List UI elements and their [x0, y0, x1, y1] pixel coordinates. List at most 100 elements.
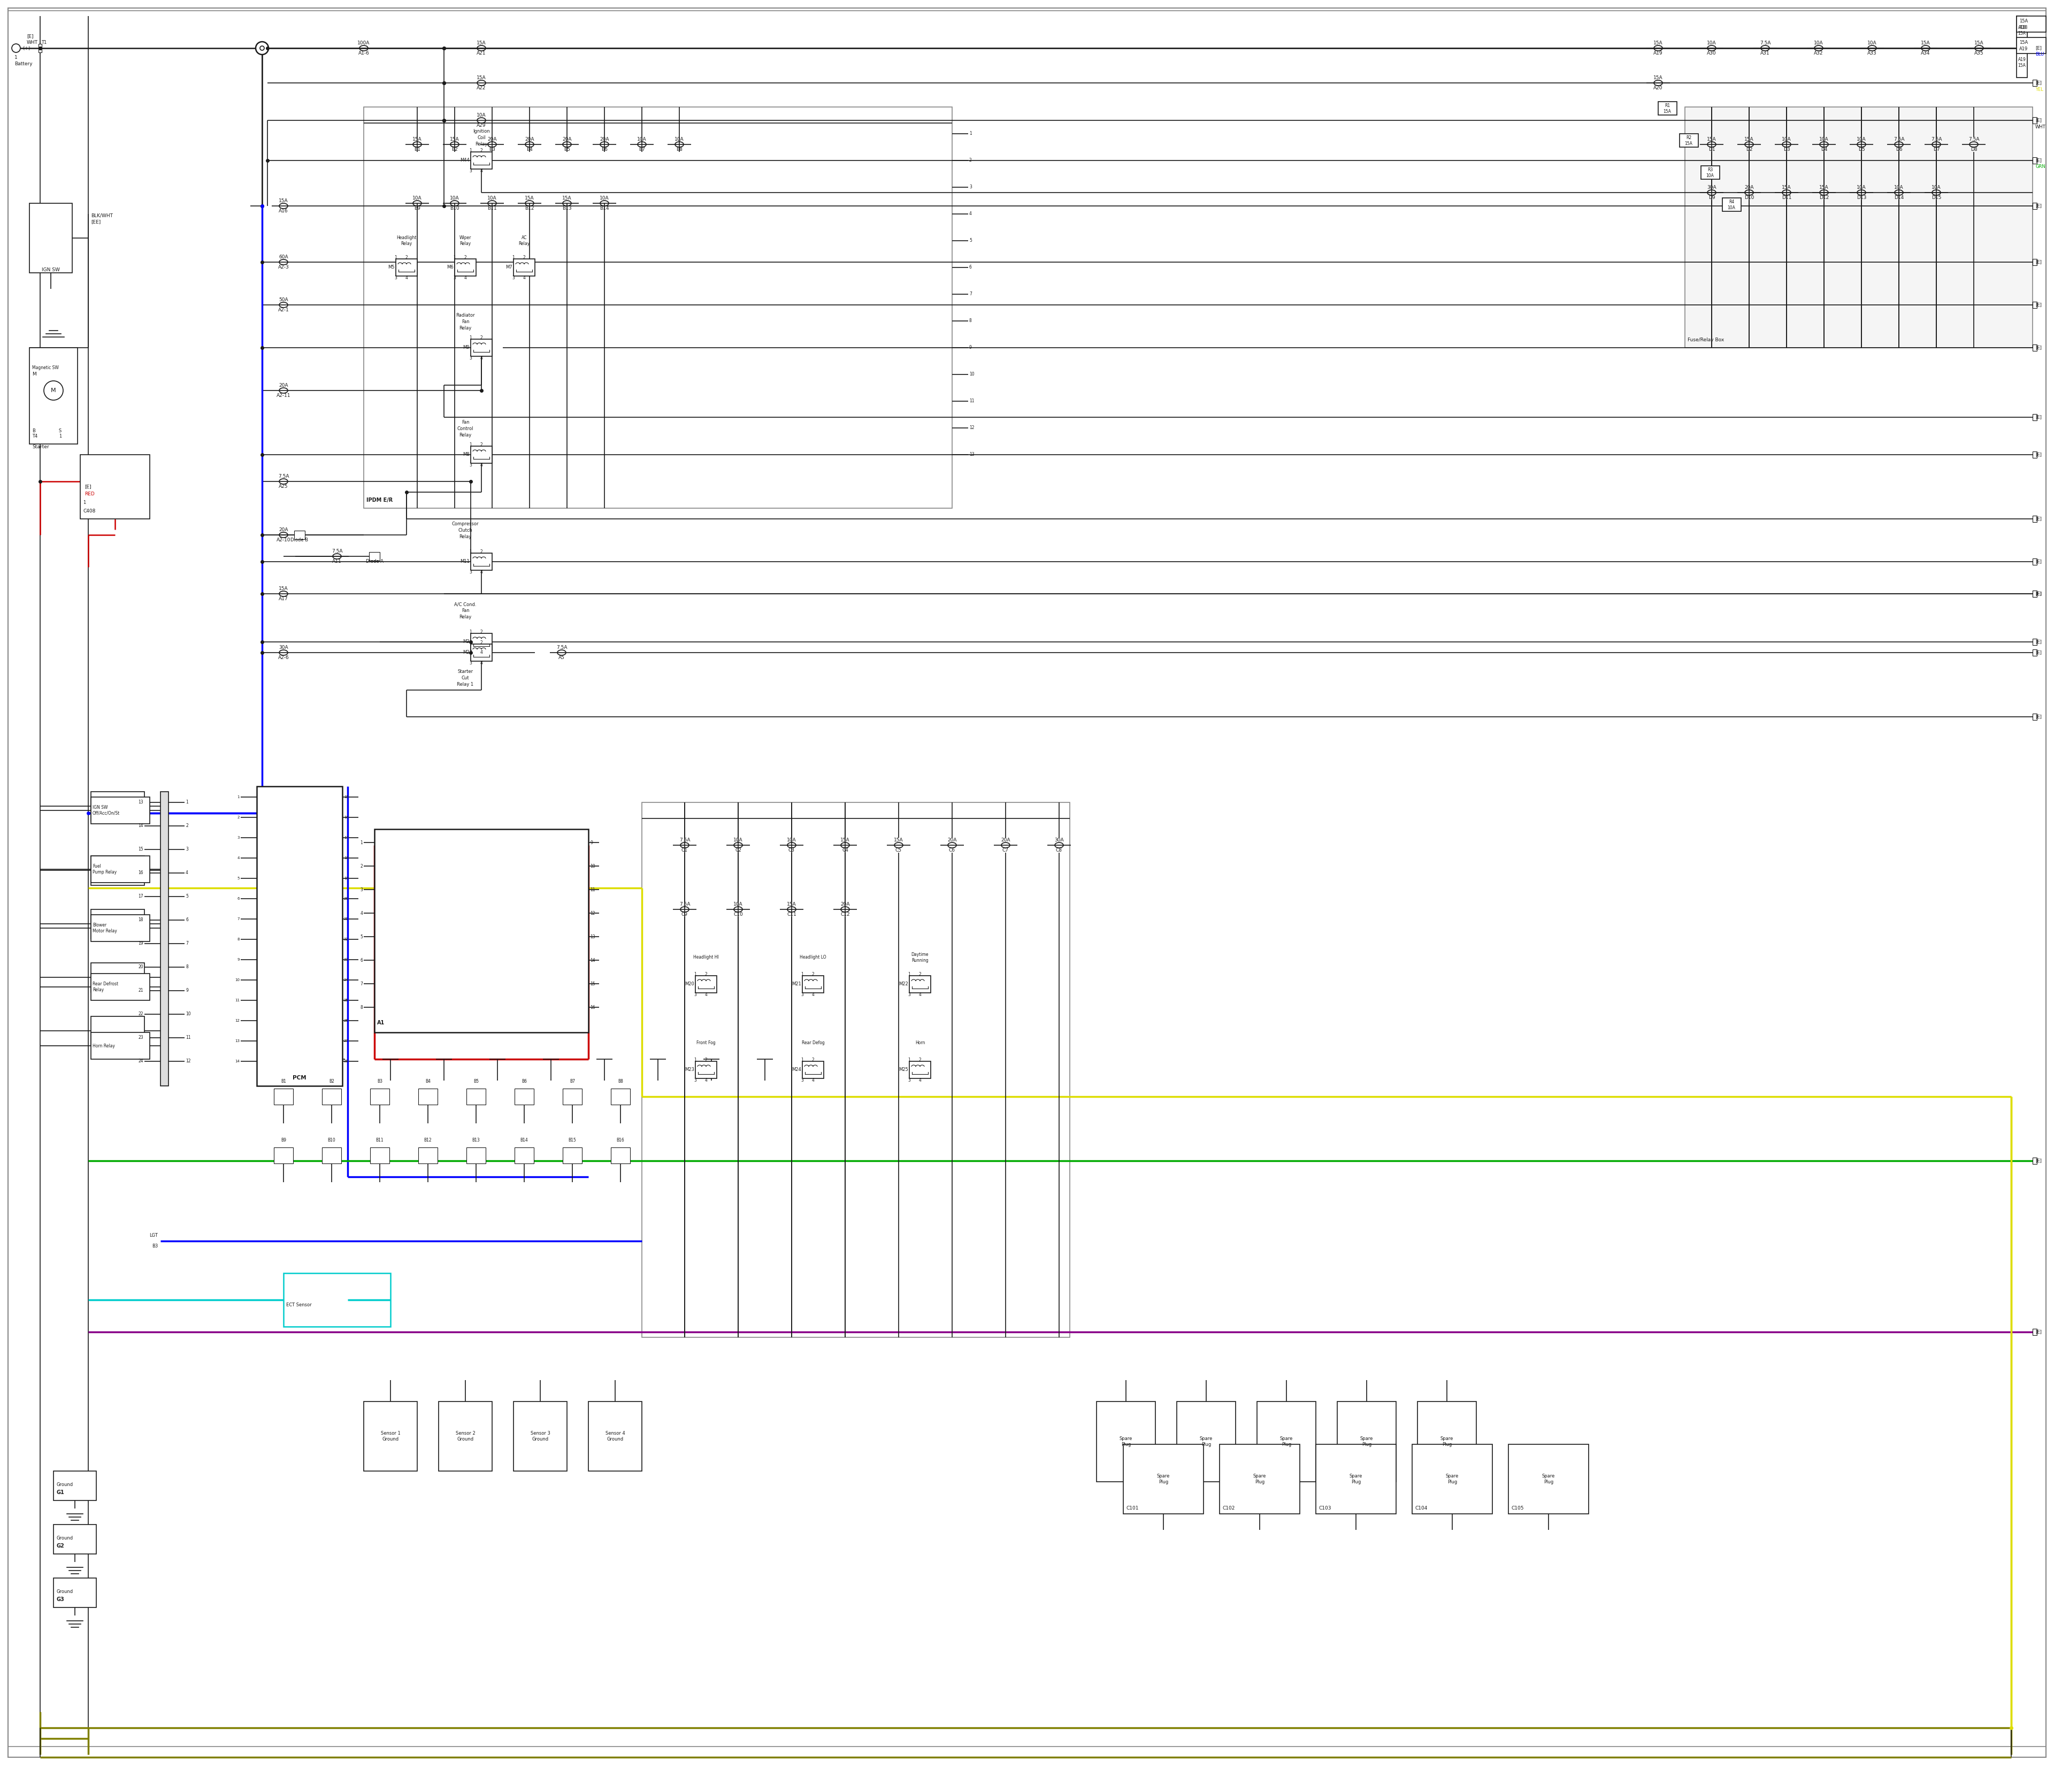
Bar	[2033, 649, 2038, 656]
Text: B1: B1	[281, 1079, 286, 1084]
Text: C3: C3	[789, 848, 795, 853]
Text: 1: 1	[394, 254, 396, 260]
Text: 11: 11	[234, 998, 240, 1002]
Text: 2: 2	[811, 971, 813, 977]
Bar	[516, 1088, 534, 1104]
Text: Sensor 4
Ground: Sensor 4 Ground	[606, 1432, 624, 1441]
Text: IGN SW: IGN SW	[41, 267, 60, 272]
Bar	[1097, 1401, 1154, 1482]
Text: 4: 4	[481, 661, 483, 665]
Text: B11: B11	[487, 206, 497, 211]
Text: 7.5A: 7.5A	[680, 901, 690, 907]
Text: M8: M8	[462, 452, 470, 457]
Text: R2
15A: R2 15A	[1684, 136, 1692, 145]
Text: 15A: 15A	[1744, 136, 1754, 142]
Text: 2: 2	[481, 640, 483, 645]
Text: 20A: 20A	[1744, 185, 1754, 190]
Bar	[160, 792, 168, 1086]
Text: 1: 1	[694, 1057, 696, 1063]
Text: Spare
Plug: Spare Plug	[1156, 1473, 1171, 1484]
Text: 20: 20	[343, 898, 349, 900]
Text: 2: 2	[185, 824, 189, 828]
Text: 2: 2	[524, 254, 526, 260]
Text: A2-6: A2-6	[277, 656, 290, 659]
Text: C102: C102	[1222, 1505, 1234, 1511]
Text: Sensor 2
Ground: Sensor 2 Ground	[456, 1432, 474, 1441]
Text: M3: M3	[462, 640, 470, 645]
Text: 4: 4	[405, 276, 409, 280]
Text: [E]: [E]	[2036, 452, 2042, 457]
Text: M21: M21	[791, 982, 801, 987]
Text: 22: 22	[138, 1012, 144, 1016]
Text: Spare
Plug: Spare Plug	[1200, 1437, 1212, 1446]
Text: 10: 10	[185, 1012, 191, 1016]
Text: Relay: Relay	[460, 615, 472, 620]
Bar	[2033, 452, 2038, 459]
Text: Relay: Relay	[474, 142, 487, 147]
Text: 3: 3	[969, 185, 972, 190]
Text: C11: C11	[787, 912, 797, 918]
Text: 7: 7	[185, 941, 189, 946]
Text: Diode B: Diode B	[292, 538, 308, 543]
Text: A11: A11	[333, 559, 341, 564]
Text: 10A: 10A	[413, 195, 421, 201]
Text: 1: 1	[470, 548, 472, 554]
Text: Spare
Plug: Spare Plug	[1253, 1473, 1265, 1484]
Text: M20: M20	[684, 982, 694, 987]
Text: 2: 2	[918, 1057, 922, 1063]
Text: Daytime
Running: Daytime Running	[912, 952, 928, 962]
Text: Horn: Horn	[916, 1041, 924, 1045]
Text: [E]: [E]	[2036, 1330, 2042, 1335]
Text: Spare
Plug: Spare Plug	[1440, 1437, 1454, 1446]
Text: 13: 13	[138, 799, 144, 805]
Text: Ground: Ground	[55, 1590, 72, 1595]
Text: D6: D6	[1896, 147, 1902, 152]
Bar	[2017, 16, 2046, 32]
Text: B4: B4	[526, 147, 532, 152]
Text: 2: 2	[969, 158, 972, 163]
Text: 8: 8	[359, 1005, 364, 1009]
Text: [E]: [E]	[2036, 516, 2042, 521]
Text: 7: 7	[359, 982, 364, 986]
Bar	[440, 1401, 493, 1471]
Text: 3: 3	[359, 887, 364, 892]
Text: Headlight LO: Headlight LO	[799, 955, 826, 961]
Text: A19: A19	[2019, 47, 2027, 52]
Text: Rear Defrost
Relay: Rear Defrost Relay	[92, 982, 119, 993]
Text: [E]: [E]	[2036, 118, 2042, 124]
Text: PCM: PCM	[292, 1075, 306, 1081]
Text: 20A: 20A	[279, 527, 288, 532]
Text: 8: 8	[236, 937, 240, 941]
Bar	[470, 554, 493, 570]
Text: [E]: [E]	[2036, 47, 2042, 50]
Text: [E]: [E]	[2036, 1158, 2042, 1163]
Text: Fuse/Relay Box: Fuse/Relay Box	[1688, 337, 1723, 342]
Bar	[80, 455, 150, 520]
Text: 10A: 10A	[1820, 136, 1828, 142]
Text: 13: 13	[969, 452, 974, 457]
Text: A32: A32	[1814, 50, 1824, 56]
Text: A19: A19	[1653, 50, 1664, 56]
Text: 3: 3	[470, 661, 472, 665]
Text: 1: 1	[14, 56, 18, 61]
Text: C103: C103	[1319, 1505, 1331, 1511]
Bar	[1124, 1444, 1204, 1514]
Text: 3: 3	[470, 650, 472, 654]
Text: 10A: 10A	[733, 901, 744, 907]
Bar	[53, 1579, 97, 1607]
Text: IGN SW
Off/Acc/On/St: IGN SW Off/Acc/On/St	[92, 805, 119, 815]
Text: 1: 1	[185, 799, 189, 805]
Text: 2: 2	[481, 335, 483, 340]
Bar	[1680, 134, 1699, 147]
Bar	[803, 1061, 824, 1079]
Text: 12: 12	[589, 910, 596, 916]
Text: 60A: 60A	[279, 254, 288, 260]
Text: 23: 23	[343, 959, 349, 961]
Text: 2: 2	[918, 971, 922, 977]
Bar	[257, 787, 343, 1086]
Bar	[396, 258, 417, 276]
Bar	[273, 1147, 294, 1163]
Text: C12: C12	[840, 912, 850, 918]
Text: 20A: 20A	[840, 901, 850, 907]
Text: B3: B3	[378, 1079, 382, 1084]
